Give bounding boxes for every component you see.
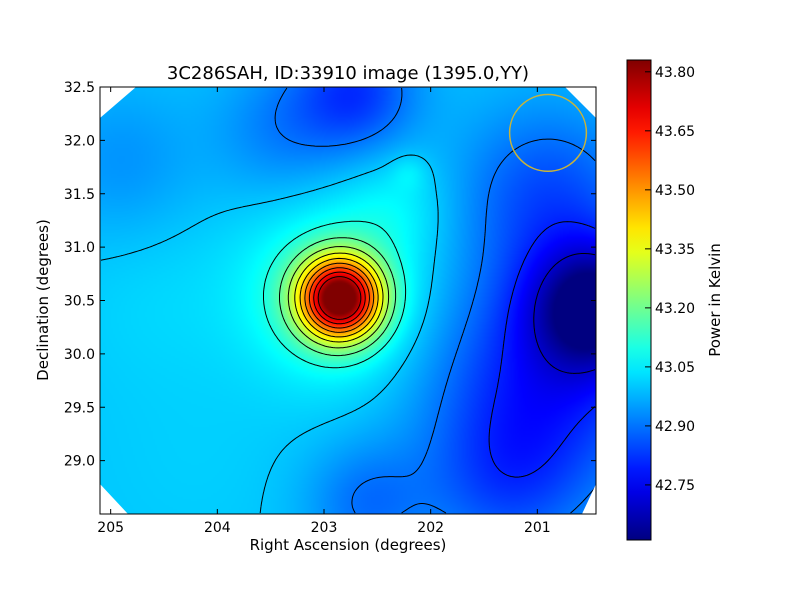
heatmap-area [99,86,597,515]
y-tick-label: 29.5 [64,400,95,416]
y-axis: 29.0 29.5 30.0 30.5 31.0 31.5 32.0 32.5 [64,80,596,470]
contour-line-11 [313,271,366,325]
contour-line-1 [488,221,596,478]
x-axis-label: Right Ascension (degrees) [250,536,447,554]
colorbar-tick-label: 43.20 [655,301,695,317]
y-axis-label: Declination (degrees) [34,219,52,381]
colorbar-label: Power in Kelvin [706,243,724,357]
colorbar-tick-label: 43.35 [655,242,695,258]
x-tick-label: 204 [204,520,231,536]
y-tick-label: 31.5 [64,187,95,203]
contour-line-3 [100,154,439,514]
colorbar-tick-label: 43.65 [655,124,695,140]
y-tick-label: 30.0 [64,347,95,363]
beam-marker [508,93,588,173]
contour-line-2 [274,87,596,514]
colorbar-tick-label: 43.05 [655,360,695,376]
contour-line-8 [299,257,379,338]
colorbar-tick-label: 42.90 [655,419,695,435]
colorbar-tick-label: 42.75 [655,478,695,494]
y-tick-label: 29.0 [64,454,95,470]
colorbar: 42.75 42.90 43.05 43.20 43.35 43.50 43.65 43.80… [626,59,724,541]
contour-line-0 [533,253,596,374]
contour-line-7 [294,252,384,343]
x-tick-label: 203 [311,520,338,536]
x-axis: 205 204 203 202 201 [97,87,551,536]
x-tick-label: 205 [97,520,124,536]
y-tick-label: 32.0 [64,133,95,149]
colorbar-gradient [626,59,652,541]
contour-line-6 [287,246,390,349]
contour-lines [100,87,596,514]
heatmap-image [100,87,596,514]
y-tick-label: 30.5 [64,294,95,310]
chart-title: 3C286SAH, ID:33910 image (1395.0,YY) [167,63,529,84]
contour-line-10 [308,267,370,329]
contour-line-9 [304,262,375,333]
y-tick-label: 31.0 [64,240,95,256]
contour-line-5 [279,237,397,357]
x-tick-label: 202 [417,520,444,536]
x-tick-label: 201 [524,520,551,536]
colorbar-tick-label: 43.50 [655,183,695,199]
y-tick-label: 32.5 [64,80,95,96]
colorbar-ticks: 42.75 42.90 43.05 43.20 43.35 43.50 43.65 43.80 [645,65,695,494]
colorbar-tick-label: 43.80 [655,65,695,81]
contour-line-12 [317,276,362,320]
contour-line-4 [263,220,407,369]
